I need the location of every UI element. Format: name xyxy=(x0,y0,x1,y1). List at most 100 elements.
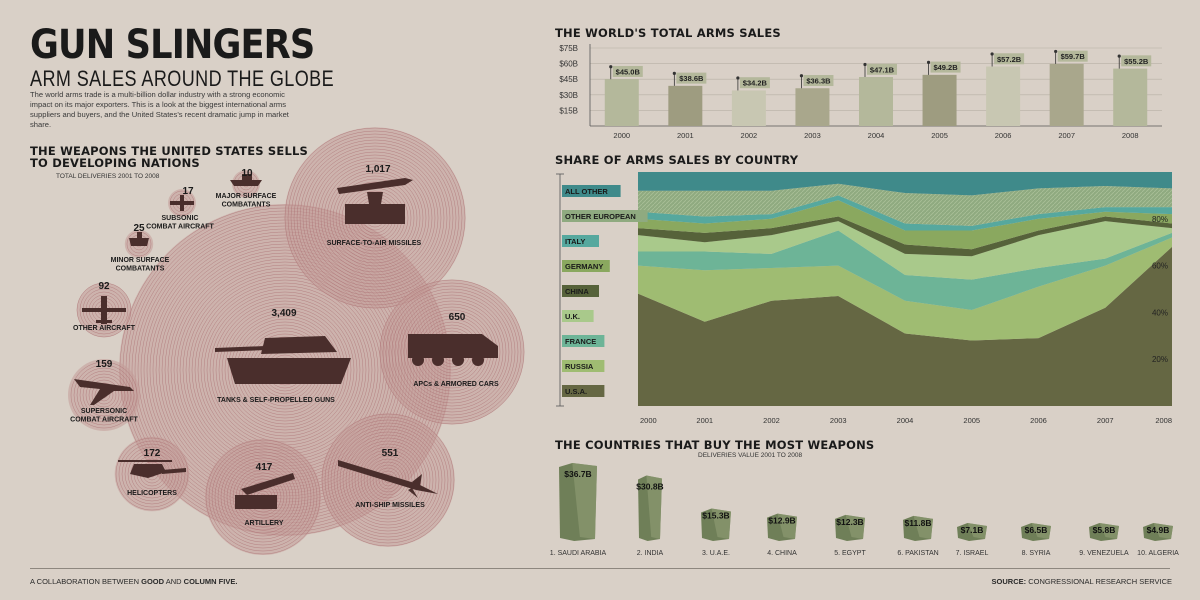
share-x-label: 2006 xyxy=(1030,416,1047,425)
sales-bar xyxy=(668,85,703,126)
bubble-ring xyxy=(76,282,132,338)
share-legend-swatch xyxy=(562,310,594,322)
share-ytick-label: 80% xyxy=(1152,215,1168,224)
buyer-block-highlight xyxy=(845,514,865,539)
buyers-section-subtitle: DELIVERIES VALUE 2001 TO 2008 xyxy=(698,452,803,459)
buyer-country-label: 2. INDIA xyxy=(637,550,664,557)
bubble-ring xyxy=(321,413,455,547)
bubble-ring xyxy=(205,439,321,555)
share-area-u-s-a- xyxy=(638,246,1172,406)
share-x-label: 2008 xyxy=(1155,416,1172,425)
share-legend-label: CHINA xyxy=(565,287,589,296)
bubble-category-label: MINOR SURFACE xyxy=(111,257,170,264)
bubble-ring xyxy=(400,300,504,404)
bubble-category-label: COMBATANTS xyxy=(222,202,271,209)
bubble-value-label: 3,409 xyxy=(271,308,296,319)
sales-bar xyxy=(1049,63,1084,126)
bubble-ring xyxy=(127,449,177,499)
bubble-ring xyxy=(91,382,117,408)
footer-credit-and: AND xyxy=(164,577,184,586)
bubble-ring xyxy=(403,303,501,401)
weapons-title-line2: TO DEVELOPING NATIONS xyxy=(30,156,200,170)
footer-credit-column-five[interactable]: COLUMN FIVE. xyxy=(183,577,238,586)
share-area-china xyxy=(638,216,1172,257)
bubble-ring xyxy=(348,440,428,520)
sales-value-tag xyxy=(1057,50,1088,62)
bubble-ring xyxy=(394,294,510,410)
sales-value-label: $49.2B xyxy=(933,63,958,72)
weapons-section-title: THE WEAPONS THE UNITED STATES SELLS TO D… xyxy=(30,145,308,169)
sales-bar-pin-head xyxy=(672,71,676,75)
share-legend-swatch xyxy=(562,185,621,197)
sales-bar-pin-head xyxy=(609,65,613,69)
share-legend-swatch xyxy=(562,260,610,272)
bubble-ring xyxy=(305,148,445,288)
buyer-country-label: 9. VENEZUELA xyxy=(1079,550,1129,557)
bubble-ring xyxy=(311,154,439,282)
footer-source-label: SOURCE: xyxy=(991,577,1027,586)
weapons-section-subtitle: TOTAL DELIVERIES 2001 TO 2008 xyxy=(56,173,160,180)
bubble-ring xyxy=(335,178,415,258)
bubble-category-label: COMBAT AIRCRAFT xyxy=(146,224,214,231)
bubble-ring xyxy=(333,425,443,535)
sales-value-tag xyxy=(1121,55,1152,67)
sales-value-tag xyxy=(867,63,897,75)
sales-bar xyxy=(922,74,957,126)
share-x-label: 2003 xyxy=(830,416,847,425)
share-legend-label: U.K. xyxy=(565,312,580,321)
bubble-category-label: OTHER AIRCRAFT xyxy=(73,325,136,332)
sales-value-tag xyxy=(930,61,961,73)
buyer-country-label: 4. CHINA xyxy=(767,550,797,557)
sales-bar xyxy=(859,77,893,126)
sales-value-label: $34.2B xyxy=(743,79,768,88)
bubble-ring xyxy=(339,431,437,529)
sales-x-label: 2004 xyxy=(868,131,885,140)
sales-bar xyxy=(795,88,830,126)
bubble-ring xyxy=(326,169,424,267)
share-ytick-label: 60% xyxy=(1152,262,1168,271)
bubble-value-label: 25 xyxy=(133,223,145,234)
share-legend-label: U.S.A. xyxy=(565,387,587,396)
bubble-ring xyxy=(299,142,451,294)
footer-credit-good[interactable]: GOOD xyxy=(141,577,165,586)
share-legend-swatch xyxy=(562,235,599,247)
bubble-category-label: COMBAT AIRCRAFT xyxy=(70,417,138,424)
bubble-ring xyxy=(218,303,352,437)
intro-text: The world arms trade is a multi-billion … xyxy=(30,90,289,129)
top-buyers-chart: $36.7B 1. SAUDI ARABIA $30.8B 2. INDIA $15.3… xyxy=(550,463,1179,557)
sales-bar-pin-head xyxy=(1054,49,1058,54)
share-legend-label: FRANCE xyxy=(565,337,596,346)
share-area-germany xyxy=(638,200,1172,250)
buyer-value-label: $36.7B xyxy=(564,469,591,479)
weapons-title-line1: THE WEAPONS THE UNITED STATES SELLS xyxy=(30,144,309,158)
weapons-bubble-chart: 3,409 TANKS & SELF-PROPELLED GUNS 1,017 SUR… xyxy=(68,127,525,556)
armored-car-icon xyxy=(408,334,498,366)
bubble-ring xyxy=(115,437,189,511)
sales-value-label: $38.6B xyxy=(679,74,704,83)
buyer-country-label: 7. ISRAEL xyxy=(956,550,989,557)
sales-value-tag xyxy=(803,75,834,87)
sales-x-label: 2008 xyxy=(1122,131,1139,140)
bubble-value-label: 17 xyxy=(182,186,194,197)
share-x-label: 2001 xyxy=(696,416,713,425)
share-legend-swatch xyxy=(562,285,599,297)
bubble-value-label: 650 xyxy=(449,312,466,323)
bubble-ring xyxy=(342,434,434,526)
bubble-ring xyxy=(217,451,309,543)
sales-x-label: 2002 xyxy=(741,131,758,140)
bubble-ring xyxy=(215,300,355,440)
share-legend-label: GERMANY xyxy=(565,262,603,271)
buyer-value-label: $30.8B xyxy=(636,482,663,492)
missile-launcher-icon xyxy=(337,178,413,224)
bubble-ring xyxy=(211,445,315,549)
bubble-category-label: MAJOR SURFACE xyxy=(216,193,277,200)
bubble-ring xyxy=(366,458,410,502)
share-x-label: 2002 xyxy=(763,416,780,425)
sales-value-label: $59.7B xyxy=(1061,52,1086,61)
sales-bar xyxy=(986,66,1021,126)
bubble-ring xyxy=(223,457,303,537)
buyer-country-label: 8. SYRIA xyxy=(1022,550,1051,557)
bubble-category-label: HELICOPTERS xyxy=(127,490,177,497)
bubble-value-label: 551 xyxy=(382,448,399,459)
bubble-ring xyxy=(320,163,430,273)
